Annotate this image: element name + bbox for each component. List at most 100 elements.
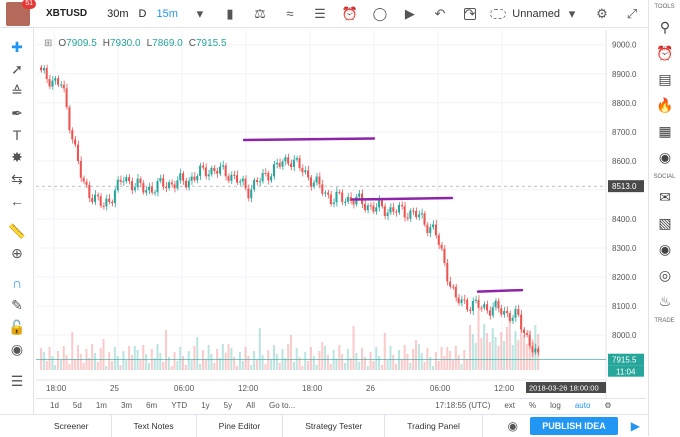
alert-icon[interactable]: ⏰	[341, 5, 358, 21]
scale-ext[interactable]: ext	[504, 401, 516, 410]
lightbulb-icon[interactable]: ◉	[658, 148, 672, 165]
notifications-icon[interactable]: ♨	[658, 292, 672, 309]
candle-body	[244, 178, 247, 189]
candle-body	[85, 181, 88, 185]
tab-strategy-tester[interactable]: Strategy Tester	[283, 414, 386, 437]
candle-body	[386, 212, 389, 217]
interval-30m[interactable]: 30m	[107, 7, 129, 20]
volume-bar	[258, 328, 261, 370]
candle-body	[238, 181, 241, 183]
zoom-in-icon[interactable]: ⊕	[11, 244, 23, 261]
layers-icon[interactable]: ☰	[10, 372, 24, 389]
scale-auto[interactable]: auto	[574, 401, 591, 410]
camera-icon[interactable]: ◉	[507, 418, 518, 433]
crosshair-icon[interactable]: ✚	[11, 38, 23, 55]
volume-bar	[96, 362, 99, 370]
tab-text-notes[interactable]: Text Notes	[112, 414, 197, 437]
range-3m[interactable]: 3m	[120, 401, 133, 410]
arrow-left-icon[interactable]: ←	[10, 193, 24, 209]
volume-bar	[474, 343, 477, 370]
broadcast-icon[interactable]: ◎	[658, 266, 672, 283]
chat-icon[interactable]: ✉	[659, 188, 671, 205]
candle-body	[167, 182, 170, 189]
chevron-down-icon[interactable]: ▾	[568, 6, 576, 21]
candle-body	[397, 204, 400, 213]
candle-body	[378, 200, 381, 208]
price-tick-label: 8200.0	[612, 273, 637, 282]
fib-icon[interactable]: ≙	[11, 82, 23, 99]
ideas-stream-icon[interactable]: ▧	[658, 214, 672, 231]
interval-d[interactable]: D	[138, 7, 147, 20]
volume-bar	[343, 363, 347, 370]
magnet-icon[interactable]: ∩	[11, 275, 23, 291]
candle-body	[335, 191, 338, 203]
candle-body	[201, 165, 204, 168]
time-cursor-label: 2018-03-26 18:00:00	[529, 384, 599, 393]
candle-body	[261, 172, 264, 182]
candles-icon[interactable]: ▮	[226, 5, 234, 21]
stay-drawing-icon[interactable]: ✎	[11, 296, 23, 313]
gear-icon[interactable]: ⚙	[604, 401, 612, 410]
range-1y[interactable]: 1y	[201, 401, 210, 410]
watchlist-icon[interactable]: ▤	[658, 70, 672, 87]
range-ytd[interactable]: YTD	[171, 401, 188, 410]
range-6m[interactable]: 6m	[146, 401, 158, 410]
tab-pine-editor[interactable]: Pine Editor	[197, 414, 284, 437]
layout-name[interactable]: Unnamed	[512, 8, 560, 20]
alarm-icon[interactable]: ⏰	[656, 44, 674, 61]
tab-trading-panel[interactable]: Trading Panel	[385, 414, 483, 437]
gear-icon[interactable]: ⚙	[596, 6, 608, 21]
volume-bar	[190, 360, 193, 370]
cloud-icon	[490, 9, 507, 19]
search-icon[interactable]: ⚲	[659, 18, 671, 35]
range-5y[interactable]: 5y	[223, 401, 233, 410]
brush-icon[interactable]: ✒	[11, 104, 23, 121]
indicators-icon[interactable]: ≈	[286, 6, 294, 21]
streams-icon[interactable]: ◉	[658, 240, 672, 257]
goto-date[interactable]: Go to...	[268, 401, 296, 410]
scale-percent[interactable]: %	[529, 401, 537, 410]
volume-bar	[54, 365, 57, 370]
volume-bar	[218, 358, 222, 370]
replay-icon[interactable]: ▶	[404, 5, 415, 21]
volume-bar	[57, 351, 60, 370]
redo-icon[interactable]: ↷	[464, 5, 476, 21]
range-1d[interactable]: 1d	[50, 401, 59, 410]
publish-idea-button[interactable]: PUBLISH IDEA	[530, 417, 618, 435]
symbol-search[interactable]: XBTUSD	[46, 8, 88, 19]
candle-body	[136, 178, 139, 188]
settings-gear-icon[interactable]: ⊞	[44, 38, 53, 49]
text-icon[interactable]: T	[12, 127, 22, 143]
pattern-icon[interactable]: ✸	[11, 148, 23, 165]
candle-body	[466, 299, 469, 310]
range-5d[interactable]: 5d	[72, 401, 82, 410]
compare-icon[interactable]: ⚖	[254, 5, 266, 21]
lock-icon[interactable]: 🔓	[8, 318, 26, 335]
interval-15m[interactable]: 15m	[156, 7, 178, 20]
candle-body	[270, 176, 273, 181]
calendar-icon[interactable]: ▦	[658, 122, 672, 139]
hotlist-icon[interactable]: 🔥	[656, 96, 674, 113]
range-1m[interactable]: 1m	[95, 401, 107, 410]
avatar[interactable]: 51	[6, 0, 36, 26]
volume-bar	[304, 352, 307, 370]
play-icon[interactable]: ▶	[630, 418, 640, 433]
eye-icon[interactable]: ◉	[10, 340, 24, 357]
trendline-icon[interactable]: ➚	[11, 60, 23, 77]
ruler-icon[interactable]: 📏	[8, 222, 26, 239]
chevron-down-icon[interactable]: ▾	[196, 5, 204, 21]
price-chart[interactable]: 9000.0 8900.0 8800.0 8700.0 8600.0 8400.0 8300…	[36, 30, 646, 398]
prediction-icon[interactable]: ⇆	[11, 170, 23, 187]
templates-icon[interactable]: ☰	[314, 5, 326, 21]
undo-icon[interactable]: ↶	[434, 5, 446, 21]
top-toolbar: 51 XBTUSD 30m D 15m ▾ ▮ ⚖ ≈ ☰ ⏰ ◯ ▶ ↶ ↷ …	[0, 0, 648, 28]
scale-log[interactable]: log	[550, 401, 561, 410]
range-all[interactable]: All	[246, 401, 255, 410]
tab-screener[interactable]: Screener	[32, 414, 112, 437]
volume-bar	[363, 357, 366, 370]
ideas-icon[interactable]: ◯	[372, 5, 388, 21]
fullscreen-icon[interactable]: ⤢	[626, 6, 638, 21]
fullscreen-toggle-icon[interactable]	[464, 8, 477, 20]
candle-body	[346, 196, 349, 202]
candle-body	[142, 183, 145, 193]
